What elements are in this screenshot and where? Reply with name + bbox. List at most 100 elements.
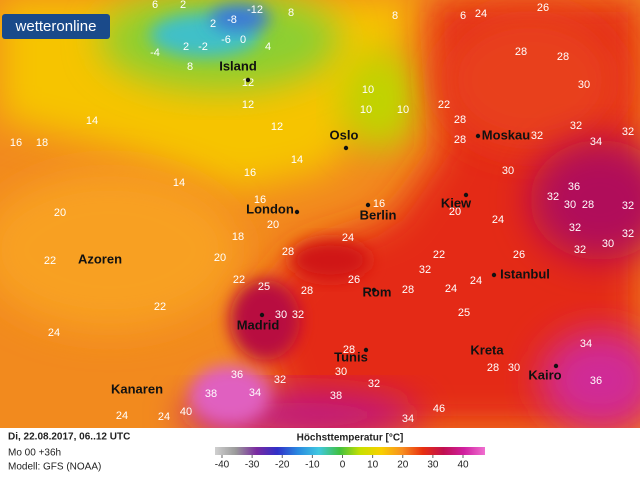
temperature-label: -4 <box>150 47 160 59</box>
city-label: Azoren <box>78 251 122 266</box>
temperature-label: 24 <box>475 8 487 20</box>
forecast-date: Di, 22.08.2017, 06..12 UTC <box>8 432 130 443</box>
temperature-label: 2 <box>210 18 216 30</box>
temperature-label: 36 <box>231 369 243 381</box>
temperature-label: 24 <box>342 232 354 244</box>
temperature-label: 24 <box>48 327 60 339</box>
city-labels: Island Oslo Moskau London Berlin Kiew Azoren Is… <box>78 58 562 396</box>
forecast-model: Modell: GFS (NOAA) <box>8 462 101 473</box>
city-label: London <box>246 201 294 216</box>
temperature-label: 0 <box>240 34 246 46</box>
temperature-label: 24 <box>492 214 504 226</box>
temperature-label: 36 <box>590 375 602 387</box>
temperature-label: 28 <box>515 46 527 58</box>
city-label: Island <box>219 58 257 73</box>
logo: wetteronline <box>2 14 110 39</box>
temperature-label: 8 <box>288 7 294 19</box>
city-label: Madrid <box>237 317 280 332</box>
temperature-label: 28 <box>301 285 313 297</box>
city-label: Moskau <box>482 127 530 142</box>
legend-tick-label: -20 <box>275 460 290 471</box>
temperature-label: 20 <box>449 206 461 218</box>
city-dot <box>553 363 559 369</box>
city-label: Kiew <box>441 195 472 210</box>
temperature-label: 32 <box>531 130 543 142</box>
temperature-label: 4 <box>265 41 271 53</box>
temperature-label: 32 <box>569 222 581 234</box>
city-dot <box>475 133 481 139</box>
temperature-label: 40 <box>180 406 192 418</box>
temperature-label: 28 <box>487 362 499 374</box>
legend-tick-label: 30 <box>427 460 439 471</box>
temperature-label: 24 <box>470 275 482 287</box>
legend-tick-label: 40 <box>457 460 469 471</box>
temperature-label: 34 <box>402 413 414 425</box>
temperature-label: 22 <box>154 301 166 313</box>
temperature-label: -6 <box>221 34 231 46</box>
temperature-label: 24 <box>445 283 457 295</box>
temperature-label: 32 <box>292 309 304 321</box>
temperature-label: 28 <box>557 51 569 63</box>
temperature-label: 28 <box>454 114 466 126</box>
temperature-label: 16 <box>254 194 266 206</box>
temperature-label: 18 <box>36 137 48 149</box>
temperature-label: 30 <box>508 362 520 374</box>
city-dot <box>294 209 300 215</box>
legend-tick-label: -30 <box>245 460 260 471</box>
color-bar <box>215 447 485 455</box>
temperature-label: 32 <box>274 374 286 386</box>
temperature-label: 28 <box>582 199 594 211</box>
temperature-label: 32 <box>547 191 559 203</box>
city-dot <box>365 202 371 208</box>
city-label: Rom <box>363 284 392 299</box>
temperature-label: 8 <box>187 61 193 73</box>
temperature-label: 26 <box>537 2 549 14</box>
temperature-label: 28 <box>343 344 355 356</box>
temperature-label: 46 <box>433 403 445 415</box>
temperature-label: 30 <box>578 79 590 91</box>
city-label: Istanbul <box>500 266 550 281</box>
legend-tick-label: -40 <box>215 460 230 471</box>
temperature-label: 12 <box>271 121 283 133</box>
legend-tick-label: 10 <box>367 460 379 471</box>
city-label: Kanaren <box>111 381 163 396</box>
temperature-label: 8 <box>392 10 398 22</box>
city-label: Tunis <box>334 349 368 364</box>
temperature-label: 25 <box>458 307 470 319</box>
logo-text: wetteronline <box>15 18 97 35</box>
temperature-label: 28 <box>402 284 414 296</box>
temperature-label: 38 <box>205 388 217 400</box>
temperature-label: 12 <box>242 77 254 89</box>
temperature-label: 18 <box>232 231 244 243</box>
city-dot <box>245 77 251 83</box>
temperature-label: 16 <box>373 198 385 210</box>
temperature-label: 14 <box>173 177 185 189</box>
temperature-label: 30 <box>275 309 287 321</box>
legend-tick-label: 0 <box>340 460 346 471</box>
city-dot <box>371 287 377 293</box>
city-label: Kairo <box>528 367 561 382</box>
city-dot <box>259 312 265 318</box>
temperature-label: 32 <box>419 264 431 276</box>
temperature-label: 22 <box>233 274 245 286</box>
temperature-label: 16 <box>10 137 22 149</box>
city-dot <box>491 272 497 278</box>
temperature-label: 14 <box>291 154 303 166</box>
temperature-label: 20 <box>54 207 66 219</box>
temperature-label: 32 <box>622 126 634 138</box>
temperature-label: 28 <box>454 134 466 146</box>
temperature-label: 32 <box>622 200 634 212</box>
legend-tick-label: -10 <box>305 460 320 471</box>
temperature-label: 34 <box>590 136 602 148</box>
city-label: Oslo <box>330 127 359 142</box>
city-dot <box>343 145 349 151</box>
temperature-label: 16 <box>244 167 256 179</box>
temperature-label: 24 <box>158 411 170 423</box>
temperature-label: 26 <box>348 274 360 286</box>
temperature-label: 2 <box>180 0 186 11</box>
legend-tick-label: 20 <box>397 460 409 471</box>
temperature-label: 25 <box>258 281 270 293</box>
temperature-label: 6 <box>460 10 466 22</box>
temperature-label: 22 <box>44 255 56 267</box>
